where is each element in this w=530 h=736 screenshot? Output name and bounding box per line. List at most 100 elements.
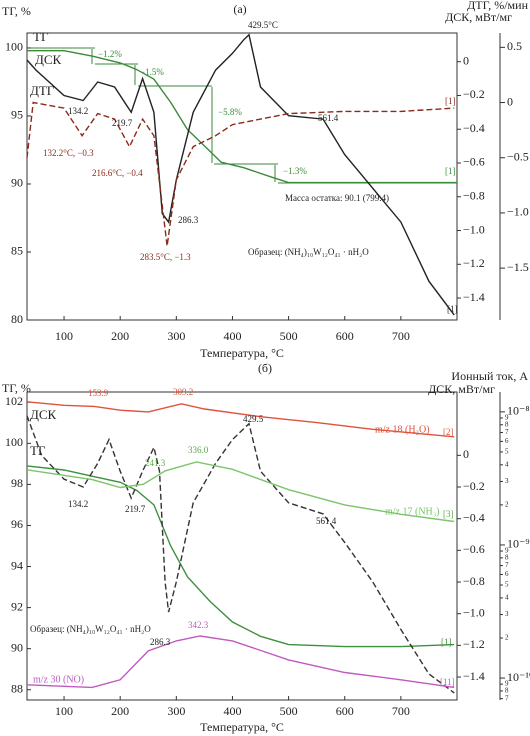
x-tick-label: 600 [336,704,354,718]
y2-axis-title: ДСК, мВт/мг [445,10,512,24]
series-label: ТГ [30,443,46,458]
y3-tick-label: 3 [505,610,509,618]
annotation: 286.3 [178,215,199,225]
y2-tick-label: −0.4 [463,510,485,524]
annotation: Образец: (NH₄)₁₀W₁₂O₄₁ · nH₂O [248,247,369,257]
y2-tick-label: 0 [463,447,469,461]
annotation: 219.7 [125,504,146,514]
y-tick-label: 90 [11,640,23,654]
x-tick-label: 600 [336,329,354,343]
y-axis-title: ТГ, % [2,4,31,18]
series-label: m/z 30 (NO) [33,674,84,685]
series-line [26,415,455,694]
y2-tick-label: −0.6 [463,155,485,169]
x-tick-label: 300 [167,329,185,343]
y-tick-label: 92 [11,599,23,613]
y3-tick-label: 0.5 [507,39,522,53]
x-tick-label: 400 [223,704,241,718]
y3-tick-label: 6 [505,437,509,445]
y2-tick-label: −1.4 [463,290,485,304]
annotation: [1] [445,166,456,176]
step-markers [27,47,457,184]
y2-tick-label: −0.8 [463,189,485,203]
annotation: 219.7 [112,118,133,128]
x-axis-title: Температура, °C [200,720,284,734]
series-label: ДТГ [30,83,55,98]
y3-tick-label: 7 [505,428,509,436]
y3-axis-title: Ионный ток, А [451,369,528,383]
y3-tick-label: −1.0 [507,205,529,219]
annotation: 286.3 [150,637,171,647]
plot-frame [26,391,458,701]
y-tick-label: 98 [11,476,23,490]
series-line [26,33,455,316]
series-line [26,465,455,648]
annotation: [1] [445,96,456,106]
annotation: 342.3 [188,620,209,630]
x-tick-label: 400 [223,329,241,343]
y3-tick-label: 9 [505,414,509,422]
y3-tick-label: 5 [505,448,509,456]
x-tick-label: 100 [55,704,73,718]
x-tick-label: 200 [111,704,129,718]
y3-tick-label: 4 [505,594,509,602]
y-tick-label: 88 [11,681,23,695]
y3-tick-label: 4 [505,460,509,468]
annotation: 561.4 [316,516,337,526]
y2-tick-label: −0.2 [463,479,485,493]
y3-tick-label: 2 [505,500,509,508]
x-tick-label: 100 [55,329,73,343]
annotation: −5.8% [218,107,242,117]
y3-tick-label: 7 [505,561,509,569]
y3-tick-label: 7 [505,694,509,702]
annotation: −1.3% [283,166,307,176]
annotation: [11] [440,677,455,687]
y3-tick-label: −0.5 [507,149,529,163]
series-line [26,635,455,689]
y-tick-label: 100 [5,40,23,54]
series-label: ДСК [30,407,57,422]
plot-frame [26,32,458,321]
x-tick-label: 500 [280,329,298,343]
annotation: [1] [447,304,458,314]
annotation: 336.0 [188,445,209,455]
annotation: 241.3 [145,458,166,468]
annotation: −1.5% [140,67,164,77]
x-tick-label: 700 [392,329,410,343]
panel-label: (а) [233,2,246,16]
y2-axis-title: ДСК, мВт/мг [428,382,495,396]
y3-tick-label: 0 [507,94,513,108]
series-label: m/z 17 (NH₃) [385,506,440,517]
y3-tick-label: −1.5 [507,260,529,274]
annotation: 561.4 [318,113,339,123]
annotation: [1] [441,637,452,647]
y2-tick-label: 0 [463,53,469,67]
x-axis-title: Температура, °C [200,346,284,360]
annotation: 283.5°C, −1.3 [140,252,191,262]
annotation: 153.9 [88,388,109,398]
y2-tick-label: −1.4 [463,669,485,683]
y2-tick-label: −0.6 [463,542,485,556]
y3-tick-label: 8 [505,687,509,695]
series-label: ТГ [33,29,49,44]
x-tick-label: 200 [111,329,129,343]
y-tick-label: 90 [11,176,23,190]
y3-tick-label: 3 [505,477,509,485]
y-tick-label: 80 [11,312,23,326]
y-tick-label: 102 [5,394,23,408]
y2-tick-label: −1.0 [463,222,485,236]
series-line [27,50,457,184]
annotation: 132.2°C, −0.3 [43,148,94,158]
annotation: 134.2 [68,499,88,509]
x-tick-label: 300 [167,704,185,718]
y-tick-label: 85 [11,244,23,258]
panel-label: (б) [258,361,272,375]
y3-tick-label: 9 [505,547,509,555]
y-tick-label: 100 [5,435,23,449]
y3-axis-title: ДТГ, %/мин [467,0,528,12]
y3-tick-label: 6 [505,570,509,578]
series-line [26,461,455,523]
